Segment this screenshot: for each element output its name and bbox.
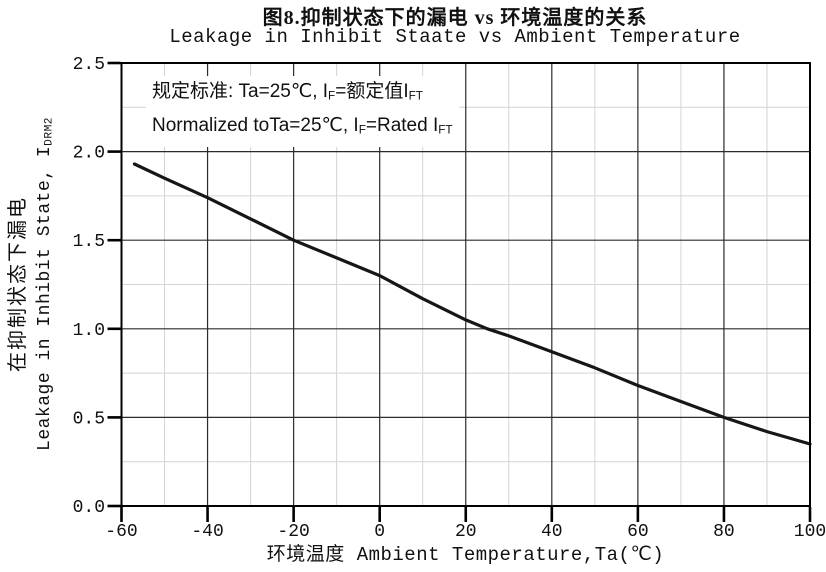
x-tick-label: -20 xyxy=(277,522,309,542)
x-tick-label: -60 xyxy=(105,522,137,542)
x-tick-label: 60 xyxy=(627,522,649,542)
y-axis-label-zh: 在抑制状态下漏电 xyxy=(7,196,29,372)
plot-frame xyxy=(120,62,811,507)
x-tick-label: -40 xyxy=(191,522,223,542)
x-tick-label: 40 xyxy=(541,522,563,542)
y-tick-label: 2.5 xyxy=(73,55,105,75)
chart-title-en: Leakage in Inhibit Staate vs Ambient Tem… xyxy=(169,26,741,48)
plot-annotation: 规定标准: Ta=25℃, IF=额定值IFT Normalized toTa=… xyxy=(146,76,459,148)
annotation-test-condition-en: Normalized toTa=25℃, IF=Rated IFT xyxy=(152,114,453,137)
x-tick-label: 80 xyxy=(713,522,735,542)
y-axis-label-en: Leakage in Inhibit State, IDRM2 xyxy=(35,117,56,451)
y-axis-label: 在抑制状态下漏电 Leakage in Inhibit State, IDRM2 xyxy=(4,69,62,499)
y-tick-label: 1.0 xyxy=(73,321,105,341)
annotation-test-condition-zh: 规定标准: Ta=25℃, IF=额定值IFT xyxy=(152,81,423,103)
y-tick-label: 0.5 xyxy=(73,409,105,429)
x-tick-label: 20 xyxy=(455,522,477,542)
x-tick-label: 100 xyxy=(794,522,826,542)
leakage-curve xyxy=(132,162,812,446)
chart-title-zh: 图8.抑制状态下的漏电 vs 环境温度的关系 xyxy=(262,7,648,29)
y-tick-label: 0.0 xyxy=(73,498,105,518)
x-axis-label: 环境温度 Ambient Temperature,Ta(℃) xyxy=(266,544,665,566)
y-tick-label: 2.0 xyxy=(73,144,105,164)
x-tick-label: 0 xyxy=(374,522,385,542)
y-tick-label: 1.5 xyxy=(73,232,105,252)
